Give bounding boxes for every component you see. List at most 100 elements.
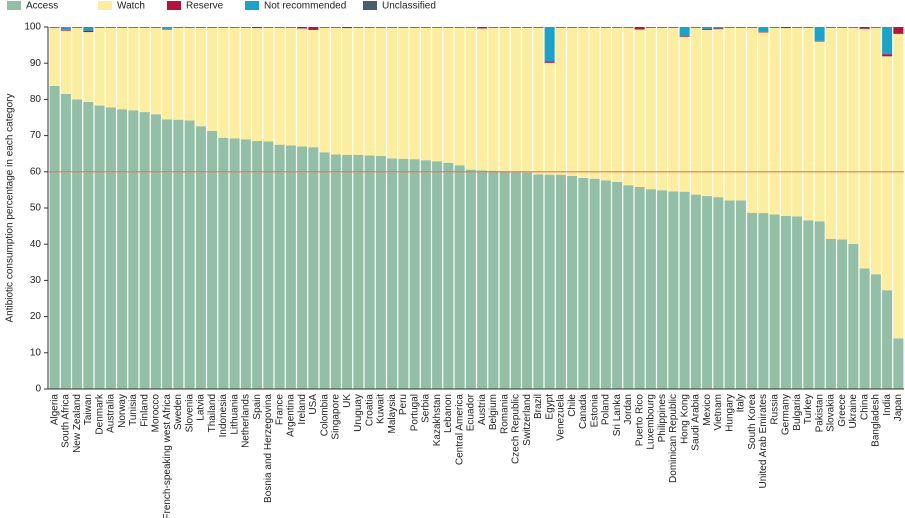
bar-segment (589, 27, 600, 179)
bar-segment (49, 86, 60, 390)
x-tick-label: China (859, 394, 870, 421)
bar-segment (702, 29, 713, 197)
bar-segment (612, 27, 623, 28)
bar-segment (612, 27, 623, 182)
x-tick-label: Algeria (49, 394, 60, 426)
x-tick-label: Ukraine (848, 394, 859, 429)
x-tick-label: Romania (499, 394, 510, 434)
bar-segment (308, 29, 319, 148)
x-tick-label: Luxembourg (646, 394, 657, 450)
bar-segment (72, 27, 83, 28)
bar-segment (285, 145, 296, 389)
bar-segment (117, 109, 128, 389)
bar-segment (364, 27, 375, 28)
bar-segment (544, 61, 555, 63)
bar-segment (578, 27, 589, 178)
bar-segment (150, 27, 161, 115)
legend-label: Not recommended (264, 1, 346, 12)
bar-segment (657, 27, 668, 28)
bar-segment (837, 27, 848, 240)
bar-segment (544, 174, 555, 389)
x-tick-label: Philippines (657, 394, 668, 442)
bar-segment (319, 27, 330, 153)
bar-segment (387, 158, 398, 389)
bar-segment (634, 187, 645, 389)
x-tick-label: South Korea (747, 394, 758, 450)
bar-segment (792, 27, 803, 28)
bar-segment (488, 27, 499, 28)
x-tick-label: Mexico (702, 394, 713, 426)
y-tick-label: 70 (30, 130, 42, 141)
bar-segment (477, 27, 488, 29)
bar-segment (555, 174, 566, 389)
x-tick-label: Sweden (173, 394, 184, 430)
bar-segment (825, 27, 836, 28)
x-tick-label: Poland (601, 394, 612, 425)
bar-segment (803, 27, 814, 221)
bar-segment (645, 189, 656, 389)
bar-segment (713, 197, 724, 389)
x-tick-label: Czech Republic (511, 394, 522, 464)
bar-segment (195, 27, 206, 127)
bar-segment (589, 27, 600, 28)
bar-segment (713, 28, 724, 30)
bar-segment (207, 27, 218, 28)
bar-segment (162, 28, 173, 30)
bar-segment (657, 190, 668, 389)
bar-segment (477, 170, 488, 389)
bar-segment (128, 110, 139, 389)
bar-segment (409, 27, 420, 28)
bar-segment (60, 93, 71, 389)
bar-segment (837, 239, 848, 389)
bar-segment (60, 29, 71, 31)
bar-segment (702, 196, 713, 389)
bar-segment (882, 290, 893, 389)
bar-segment (893, 33, 904, 339)
bar-segment (173, 27, 184, 28)
x-tick-label: New Zealand (72, 394, 83, 453)
bar-segment (387, 27, 398, 28)
bar-segment (83, 32, 94, 102)
x-tick-label: Colombia (319, 394, 330, 437)
bar-segment (893, 338, 904, 389)
bar-segment (319, 152, 330, 389)
bar-segment (105, 27, 116, 28)
bar-segment (645, 27, 656, 28)
x-tick-label: Argentina (286, 394, 297, 437)
bar-segment (645, 27, 656, 190)
bar-segment (274, 27, 285, 28)
bar-segment (139, 27, 150, 113)
bar-segment (679, 27, 690, 37)
bar-segment (150, 114, 161, 389)
bar-segment (780, 27, 791, 29)
bar-segment (443, 27, 454, 28)
bar-segment (814, 27, 825, 41)
x-tick-label: Australia (106, 394, 117, 433)
bar-segment (375, 27, 386, 28)
x-tick-label: Japan (893, 394, 904, 421)
bar-segment (882, 54, 893, 57)
bar-segment (882, 56, 893, 291)
bar-segment (634, 29, 645, 188)
bar-segment (60, 27, 71, 30)
x-tick-label: Croatia (364, 394, 375, 427)
x-tick-label: Slovenia (184, 394, 195, 433)
bar-segment (657, 27, 668, 191)
bar-segment (162, 27, 173, 29)
bar-segment (544, 62, 555, 175)
bar-segment (150, 27, 161, 28)
bar-segment (432, 27, 443, 162)
x-tick-label: Belgium (488, 394, 499, 430)
bar-segment (780, 215, 791, 389)
bar-segment (117, 27, 128, 110)
bar-segment (522, 172, 533, 389)
bar-segment (252, 27, 263, 29)
y-axis-label: Antibiotic consumption percentage in eac… (5, 93, 16, 322)
bar-segment (207, 27, 218, 131)
bar-segment (353, 154, 364, 389)
bar-segment (240, 27, 251, 28)
x-tick-label: Bulgaria (792, 394, 803, 431)
bar-segment (229, 27, 240, 28)
bar-segment (229, 27, 240, 139)
